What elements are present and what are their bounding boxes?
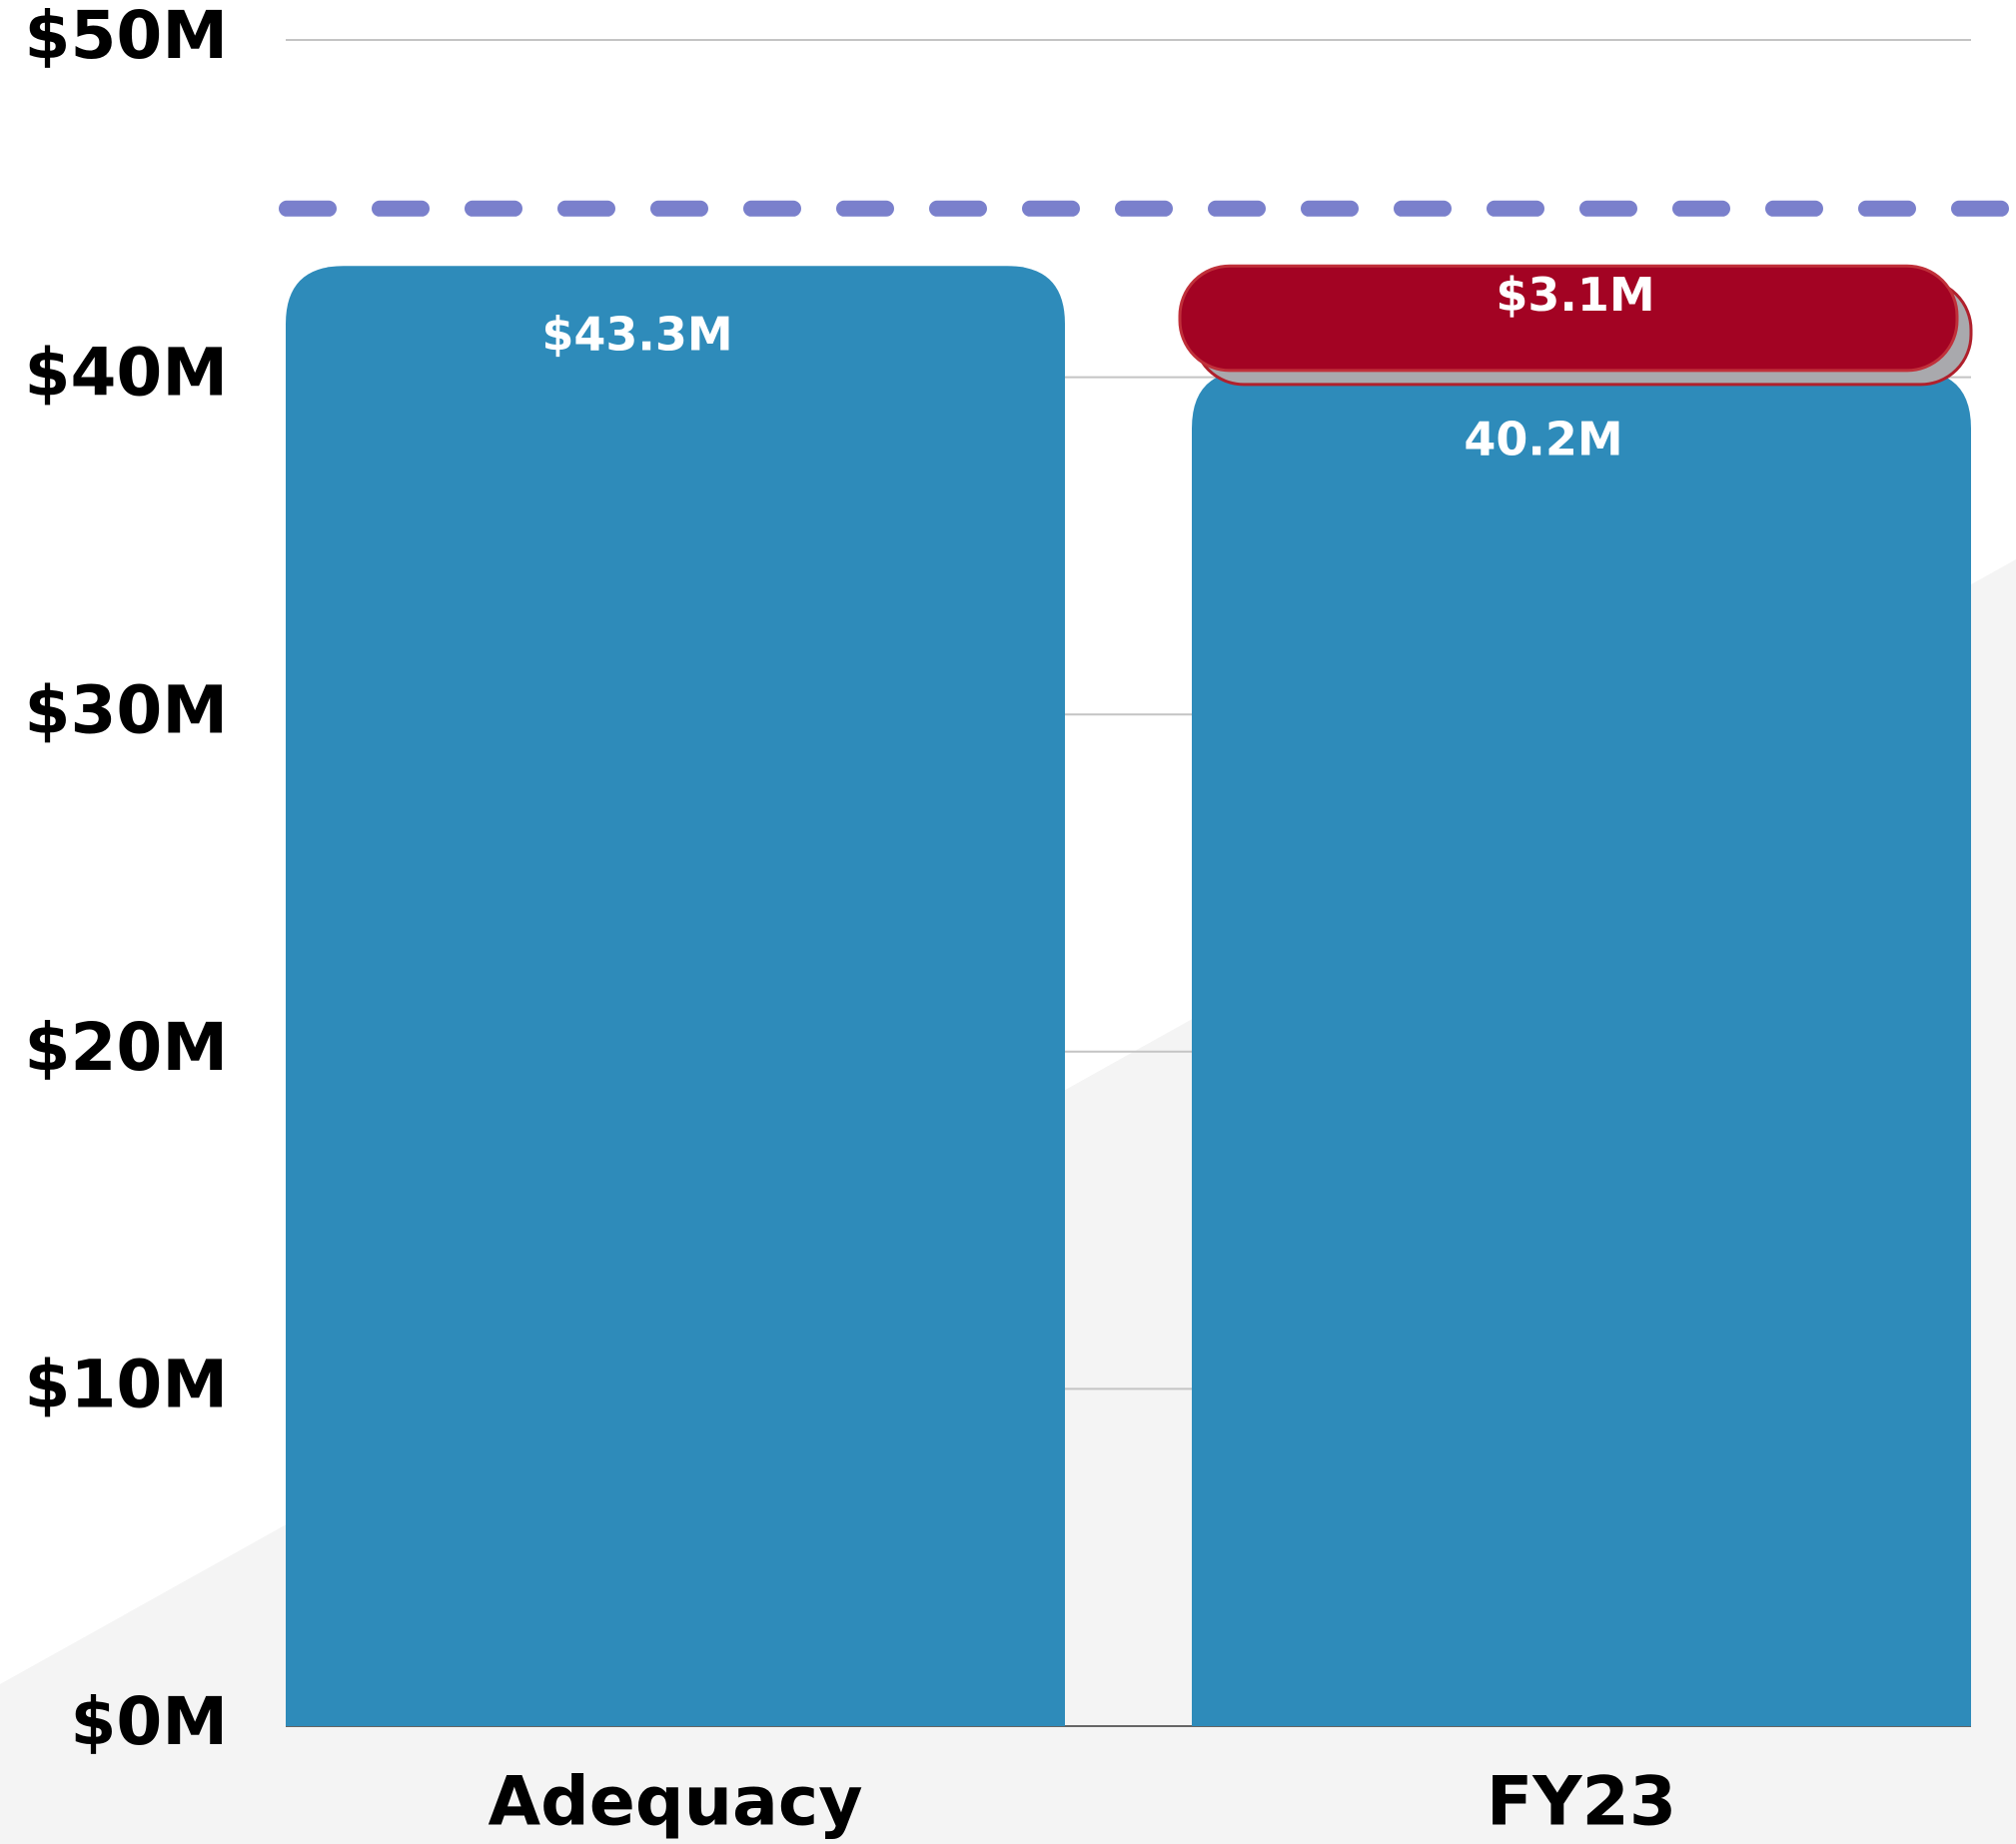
data-label: 40.2M — [1464, 412, 1622, 465]
y-tick-label: $30M — [25, 671, 228, 748]
y-tick-label: $0M — [70, 1683, 228, 1760]
bar — [1192, 370, 1971, 1726]
data-label: $3.1M — [1496, 268, 1654, 322]
x-tick-label: FY23 — [1487, 1763, 1676, 1842]
x-tick-label: Adequacy — [488, 1763, 862, 1842]
y-tick-label: $10M — [25, 1346, 228, 1422]
data-label: $43.3M — [541, 308, 732, 362]
bar — [286, 266, 1065, 1726]
y-tick-label: $40M — [25, 335, 228, 412]
bar — [1178, 264, 1959, 373]
y-tick-label: $20M — [25, 1009, 228, 1086]
y-tick-label: $50M — [25, 0, 228, 74]
